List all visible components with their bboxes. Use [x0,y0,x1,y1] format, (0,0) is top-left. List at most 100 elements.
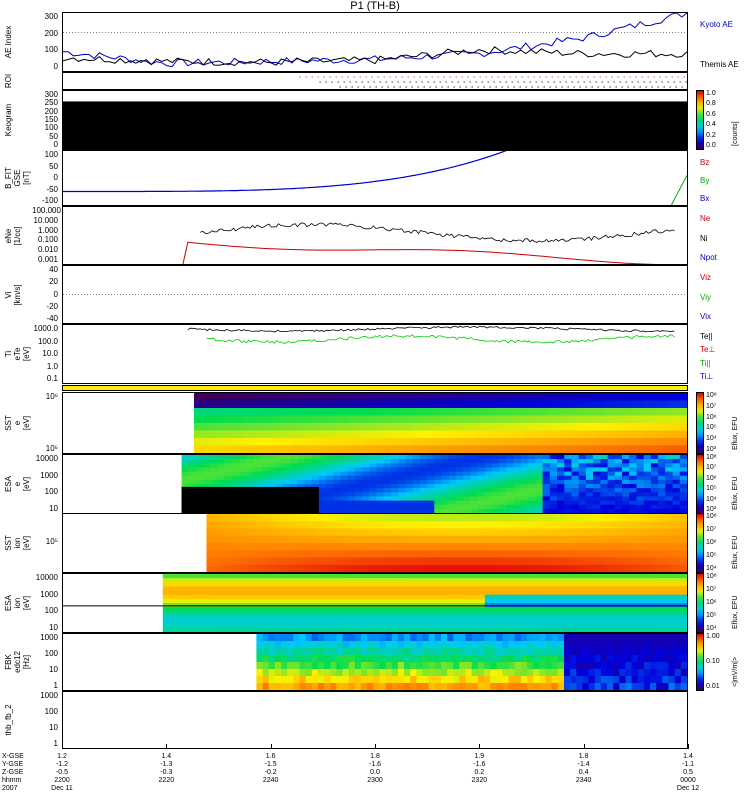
spectrogram-cell [673,564,681,572]
spectrogram-cell [441,467,450,473]
spectrogram-cell [559,594,568,600]
spectrogram-cell [614,475,623,481]
spectrogram-cell [287,634,294,642]
spectrogram-cell [285,438,294,447]
spectrogram-cell [499,484,508,489]
spectrogram-cell [201,430,209,439]
spectrogram-cell [384,423,392,432]
spectrogram-cell [622,455,630,460]
series-by [670,175,687,205]
spectrogram-cell [405,484,414,489]
plot-sste [194,393,687,453]
spectrogram-cell [369,475,378,481]
spectrogram-cell [236,445,244,453]
spectrogram-cell [215,400,223,409]
spectrogram-cell [422,669,430,677]
spectrogram-cell [499,615,508,621]
spectrogram-cell [297,603,306,608]
spectrogram-cell [570,564,578,572]
spectrogram-cell [162,574,171,579]
spectrogram-cell [391,648,399,656]
spectrogram-cell [496,641,504,649]
spectrogram-cell [482,430,491,439]
spectrogram-cell [267,607,276,612]
spectrogram-cell [318,471,327,477]
spectrogram-cell [559,615,568,621]
spectrogram-cell [192,586,201,592]
spectrogram-cell [268,683,276,690]
spectrogram-cell [665,459,674,464]
spectrogram-cell [564,492,573,497]
spectrogram-cell [462,611,471,616]
colorbar-title: Eflux, EFU [732,476,739,510]
spectrogram-cell [447,400,456,409]
spectrogram-cell [619,590,628,596]
spectrogram-cell [518,400,526,409]
spectrogram-cell [665,504,674,510]
spectrogram-cell [619,582,628,587]
spectrogram-cell [499,619,508,625]
spectrogram-cell [537,627,546,632]
spectrogram-cell [306,438,315,447]
spectrogram-cell [559,598,568,604]
spectrogram-cell [200,627,209,632]
spectrogram-cell [245,590,254,596]
ytick-esai: 100 [44,606,58,616]
spectrogram-cell [372,619,381,625]
spectrogram-cell [492,578,501,583]
spectrogram-cell [557,500,565,506]
spectrogram-cell [419,500,428,506]
panel-ae [62,12,688,72]
spectrogram-cell [477,471,486,477]
spectrogram-cell [426,521,434,530]
spectrogram-cell [285,423,294,432]
spectrogram-cell [564,662,571,670]
spectrogram-cell [679,594,687,600]
spectrogram-cell [552,574,561,579]
spectrogram-cell [453,683,461,690]
spectrogram-cell [502,683,510,690]
spectrogram-cell [529,535,537,544]
spectrogram-cell [309,535,317,544]
spectrogram-cell [356,438,364,447]
spectrogram-cell [564,479,573,485]
spectrogram-cell [222,615,231,621]
spectrogram-cell [616,415,625,424]
spectrogram-cell [468,445,477,453]
spectrogram-cell [305,634,313,642]
xaxis-row-label: X-GSE [2,753,24,760]
roi-dot [589,81,591,83]
spectrogram-cell [600,484,609,489]
spectrogram-cell [571,471,580,477]
spectrogram-cell [320,393,329,402]
spectrogram-cell [632,514,640,522]
roi-dot [665,76,667,78]
spectrogram-cell [335,627,344,632]
spectrogram-cell [340,500,349,506]
spectrogram-cell [455,496,464,502]
spectrogram-cell [181,463,190,468]
spectrogram-cell [234,564,242,572]
spectrogram-cell [607,475,616,481]
spectrogram-cell [528,504,536,510]
xtick-label: -1.1 [681,761,695,768]
spectrogram-cell [333,459,341,464]
spectrogram-cell [537,582,546,587]
spectrogram-cell [440,445,449,453]
spectrogram-cell [665,508,674,513]
spectrogram-cell [665,492,674,497]
spectrogram-cell [567,430,575,439]
spectrogram-cell [260,615,269,621]
spectrogram-cell [539,634,547,642]
spectrogram-cell [365,627,374,632]
spectrogram-cell [556,514,565,522]
spectrogram-cell [679,496,687,502]
spectrogram-cell [679,455,687,460]
spectrogram-cell [354,683,362,690]
spectrogram-cell [439,514,448,522]
spectrogram-cell [585,500,594,506]
spectrogram-cell [306,408,315,417]
spectrogram-cell [373,683,381,690]
roi-dot [361,81,363,83]
spectrogram-cell [405,488,414,493]
